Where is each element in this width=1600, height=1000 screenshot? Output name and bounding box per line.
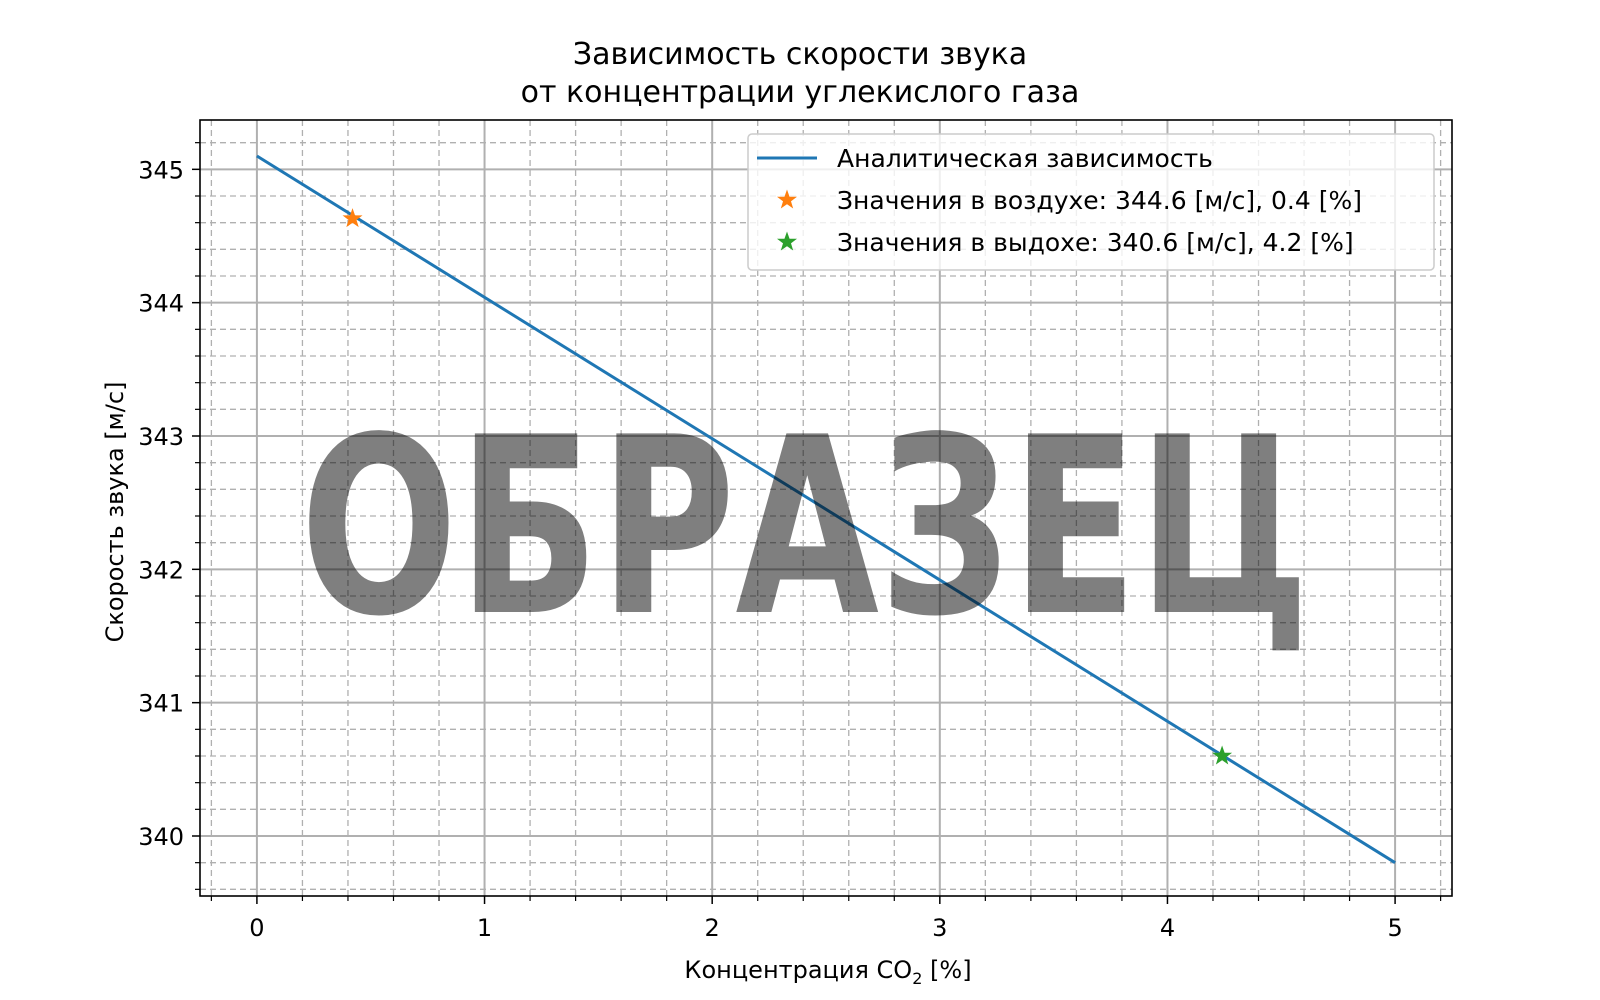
y-tick-label: 343 [138,423,184,451]
watermark: ОБРАЗЕЦ [300,385,1310,670]
legend-entry-label: Значения в воздухе: 344.6 [м/с], 0.4 [%] [837,186,1362,215]
x-tick-label: 0 [249,914,264,942]
x-tick-label: 2 [705,914,720,942]
legend: Аналитическая зависимость Значения в возд… [747,133,1435,271]
legend-star-swatch [776,231,798,251]
y-tick-label: 342 [138,556,184,584]
axis-ticks [192,142,1442,904]
legend-box [747,133,1435,271]
plot-area-frame [199,119,1453,897]
x-tick-label: 5 [1387,914,1402,942]
x-tick-label: 4 [1160,914,1175,942]
y-tick-label: 345 [138,156,184,184]
legend-entry-label: Значения в выдохе: 340.6 [м/с], 4.2 [%] [837,228,1354,257]
legend-star-swatch [776,189,798,209]
x-tick-label: 3 [932,914,947,942]
legend-entry-label: Аналитическая зависимость [837,144,1213,173]
series-layer [256,154,1396,864]
x-tick-label: 1 [477,914,492,942]
y-tick-label: 341 [138,690,184,718]
x-axis-label: Концентрация CO2 [%] [684,956,971,988]
watermark-text: ОБРАЗЕЦ [300,385,1310,670]
data-point-star [1212,745,1233,765]
x-axis-tick-labels: 0 1 2 3 4 5 [249,914,1402,942]
series-line-analytic [256,154,1396,864]
y-axis-label: Скорость звука [м/с] [101,382,129,643]
chart-title-line-1: Зависимость скорости звука [572,37,1028,72]
chart-title-line-2: от концентрации углекислого газа [520,75,1080,110]
data-point-star [342,208,363,228]
minor-grid [200,120,1452,896]
y-axis-tick-labels: 340 341 342 343 344 345 [138,156,184,851]
y-tick-label: 344 [138,290,184,318]
y-tick-label: 340 [138,823,184,851]
